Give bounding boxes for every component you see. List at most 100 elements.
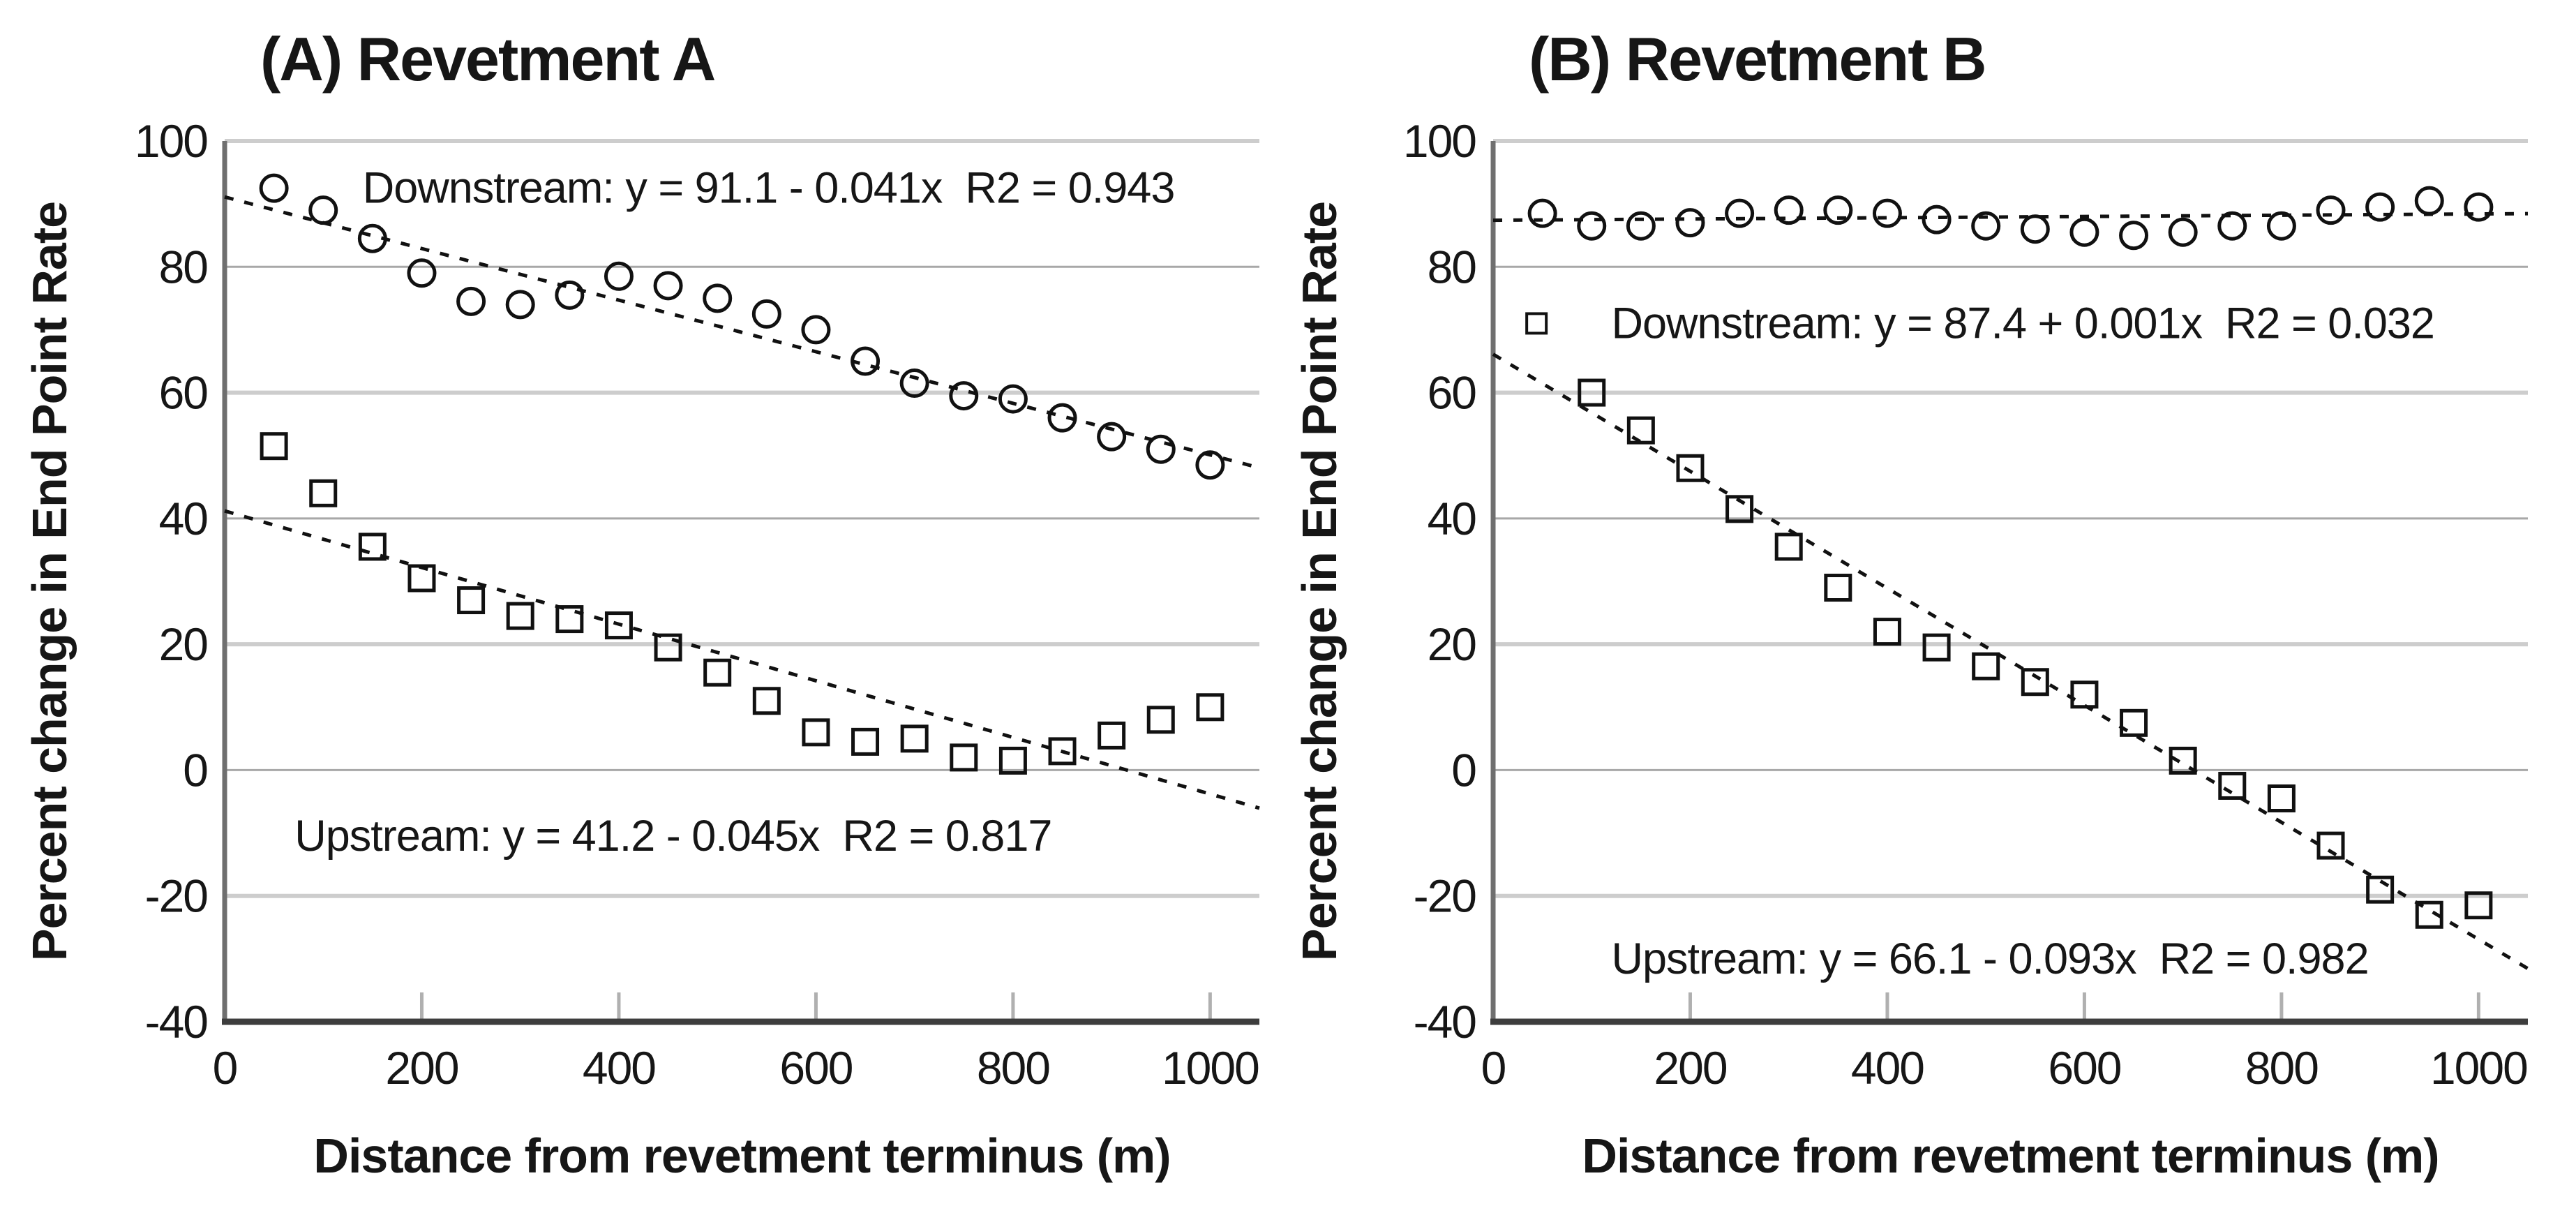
circle-marker: [555, 280, 585, 310]
y-tick-label: -20: [1414, 870, 1476, 922]
panel-title: (A) Revetment A: [260, 24, 715, 94]
square-marker: [1048, 737, 1077, 766]
circle-marker: [1626, 211, 1656, 241]
square-marker: [654, 633, 682, 662]
circle-marker: [2119, 221, 2149, 251]
circle-marker: [1047, 403, 1077, 433]
series-downstream: [259, 173, 1225, 480]
x-tick-label: 1000: [1162, 1042, 1259, 1094]
square-marker: [2070, 680, 2099, 709]
trendline-upstream: [224, 509, 1260, 810]
series-upstream: [260, 432, 1225, 775]
square-marker: [851, 727, 880, 756]
y-tick-label: -40: [145, 996, 208, 1048]
circle-marker: [308, 195, 338, 225]
square-marker: [2316, 831, 2345, 860]
circle-marker: [801, 315, 831, 345]
circle-marker: [1097, 422, 1127, 452]
circle-marker: [1922, 204, 1952, 234]
circle-marker: [505, 290, 535, 320]
x-axis-label: Distance from revetment terminus (m): [313, 1129, 1170, 1183]
circle-marker: [604, 261, 634, 291]
circle-marker: [456, 286, 486, 316]
square-marker: [506, 602, 534, 630]
x-tick-label: 800: [2245, 1042, 2318, 1094]
circle-marker: [1872, 198, 1902, 228]
x-axis-label: Distance from revetment terminus (m): [1582, 1129, 2439, 1183]
square-marker: [950, 743, 978, 772]
square-marker: [555, 605, 584, 634]
circle-marker: [2414, 186, 2444, 216]
y-tick-label: 0: [1451, 744, 1476, 796]
circle-marker: [751, 299, 781, 329]
square-marker: [260, 432, 288, 461]
square-marker: [703, 658, 732, 687]
circle-marker: [1195, 450, 1225, 480]
annotation-downstream: Downstream: y = 91.1 - 0.041x R2 = 0.943: [363, 164, 1175, 213]
circle-marker: [407, 258, 437, 288]
square-marker: [2464, 891, 2493, 920]
y-tick-label: 60: [1428, 367, 1476, 419]
square-marker: [2021, 668, 2049, 697]
circle-marker: [998, 384, 1028, 414]
square-marker: [900, 724, 929, 753]
x-tick-label: 800: [977, 1042, 1049, 1094]
x-tick-label: 1000: [2430, 1042, 2527, 1094]
y-tick-label: -20: [145, 870, 208, 922]
circle-marker: [1577, 211, 1607, 241]
y-tick-label: 20: [159, 618, 208, 670]
circle-marker: [899, 368, 929, 399]
y-tick-label: 0: [183, 744, 207, 796]
series-upstream: [1578, 378, 2493, 929]
square-marker: [2267, 784, 2296, 812]
square-marker: [1824, 574, 1852, 602]
circle-marker: [1971, 211, 2001, 241]
y-axis-label: Percent change in End Point Rate: [1292, 202, 1347, 961]
y-tick-label: 20: [1428, 618, 1476, 670]
circle-marker: [2069, 217, 2099, 247]
square-marker: [1725, 495, 1754, 523]
square-marker: [2169, 746, 2197, 775]
circle-marker: [1675, 208, 1705, 238]
x-tick-label: 200: [1654, 1042, 1726, 1094]
square-marker: [1626, 416, 1655, 445]
y-tick-label: 80: [1428, 241, 1476, 292]
circle-marker: [1823, 195, 1853, 225]
square-marker: [604, 611, 633, 640]
square-marker: [309, 479, 338, 507]
x-tick-label: 0: [1481, 1042, 1506, 1094]
y-tick-label: 40: [159, 493, 208, 544]
square-marker: [998, 746, 1027, 775]
square-marker: [2366, 875, 2395, 904]
legend-square-icon: [1525, 312, 1548, 335]
trendline-downstream: [224, 195, 1260, 470]
y-tick-label: 80: [159, 241, 208, 292]
x-tick-label: 400: [1851, 1042, 1924, 1094]
square-marker: [407, 564, 436, 593]
square-marker: [1972, 652, 2000, 680]
square-marker: [358, 533, 387, 561]
circle-marker: [2020, 214, 2050, 244]
square-marker: [1774, 533, 1803, 561]
y-tick-label: 100: [1403, 115, 1476, 167]
circle-marker: [2316, 195, 2346, 225]
y-tick-label: -40: [1414, 996, 1476, 1048]
circle-marker: [357, 223, 387, 253]
square-marker: [457, 586, 486, 615]
y-tick-label: 60: [159, 367, 208, 419]
circle-marker: [851, 346, 881, 376]
x-tick-label: 200: [385, 1042, 458, 1094]
circle-marker: [2464, 192, 2494, 222]
circle-marker: [2365, 192, 2395, 222]
square-marker: [1098, 721, 1126, 750]
circle-marker: [653, 271, 683, 301]
x-tick-label: 600: [2048, 1042, 2120, 1094]
panel-title: (B) Revetment B: [1529, 24, 1986, 94]
circle-marker: [703, 283, 733, 313]
circle-marker: [1146, 434, 1176, 464]
square-marker: [802, 718, 830, 747]
square-marker: [2415, 900, 2443, 929]
y-tick-label: 100: [135, 115, 207, 167]
